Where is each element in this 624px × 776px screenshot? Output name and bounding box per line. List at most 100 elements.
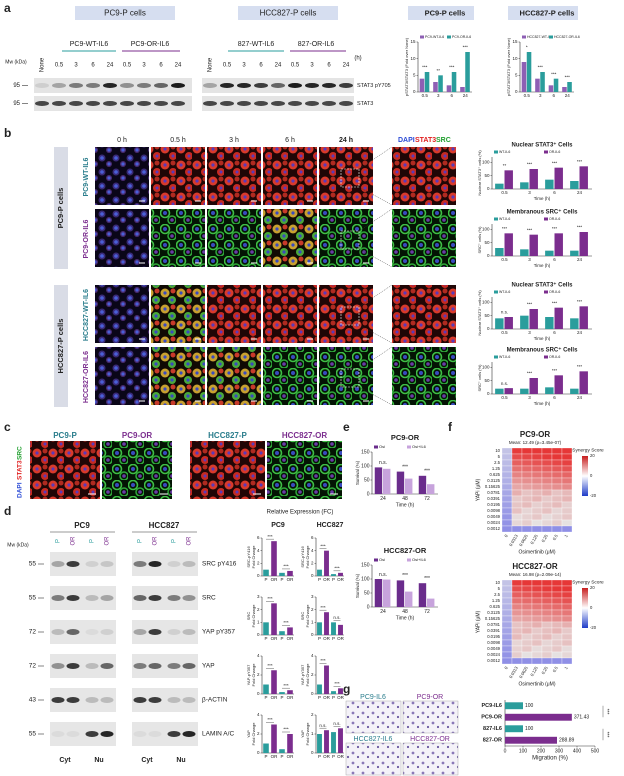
x-tick-label: 24 — [577, 190, 583, 195]
protein-label: LAMIN A/C — [202, 731, 234, 738]
heatmap-cell — [511, 513, 523, 521]
significance: *** — [577, 299, 583, 304]
x-tick-label: 200 — [537, 748, 546, 754]
heatmap-cell — [551, 477, 563, 485]
bar — [374, 467, 383, 494]
blot-band — [305, 101, 319, 106]
legend-label: WT-IL6 — [499, 355, 510, 359]
y-axis-label: Fold Change — [251, 604, 256, 628]
row-label: HCC827-OR-IL6 — [83, 351, 90, 403]
blot-band — [148, 697, 162, 703]
heatmap-cell — [531, 627, 543, 635]
x-tick-label: 0 — [504, 748, 507, 754]
y-tick-label: 0.0049 — [487, 646, 500, 651]
heatmap-cell — [501, 447, 513, 455]
bar — [495, 388, 504, 394]
fraction-label: Nu — [176, 757, 185, 764]
stain-label: STAT3 — [415, 137, 436, 144]
x-tick-label: 0.5 — [422, 93, 429, 98]
lane-label: 6 — [91, 63, 95, 69]
blot-band — [182, 595, 196, 601]
blot-band — [51, 561, 65, 567]
bar — [405, 478, 413, 494]
y-tick-label: 5 — [498, 454, 501, 459]
bar — [567, 82, 572, 92]
x-tick-label: OR — [287, 754, 295, 759]
blot-band — [51, 731, 65, 737]
heatmap-cell — [521, 651, 533, 659]
bar — [374, 579, 383, 607]
blot-band — [167, 629, 181, 635]
blot-band — [100, 629, 114, 635]
group-label: PC9-OR-IL6 — [131, 41, 170, 48]
bar — [287, 690, 293, 694]
bar — [271, 603, 277, 635]
y-axis-label: YAPi (μM) — [475, 478, 481, 501]
x-tick-label: 72 — [424, 609, 430, 615]
mw-label: Mw (kDa) — [7, 542, 29, 548]
bar — [446, 85, 452, 92]
y-tick-label: 0 — [515, 89, 518, 94]
y-axis-label: SRC⁺ cells (%) — [477, 364, 482, 392]
x-tick-label: OR — [287, 577, 295, 582]
fraction-label: Cyt — [59, 757, 71, 764]
x-tick-label: P — [280, 695, 283, 700]
bar — [495, 183, 504, 189]
panel-title: PC9-OR — [417, 694, 443, 701]
blot-band — [288, 83, 302, 88]
y-tick-label: 15 — [410, 39, 416, 44]
migration-image — [345, 742, 402, 776]
marker-label: 95 — [13, 83, 20, 89]
significance: *** — [552, 226, 558, 231]
x-tick-label: P — [318, 695, 321, 700]
x-tick-label: P — [280, 636, 283, 641]
heatmap-cell — [551, 609, 563, 617]
blot-band — [288, 101, 302, 106]
y-tick-label: 2.5 — [494, 592, 500, 597]
heatmap-cell — [501, 633, 513, 641]
unit-label: (h) — [354, 56, 361, 62]
micrograph — [95, 147, 149, 205]
legend-swatch — [494, 217, 498, 221]
heatmap-cell — [541, 579, 553, 587]
y-tick-label: 0.0781 — [487, 490, 500, 495]
heatmap-cell — [531, 477, 543, 485]
micrograph — [151, 347, 205, 405]
y-axis-label: YAP-pY357 — [300, 664, 305, 685]
heatmap-cell — [521, 585, 533, 593]
heatmap-cell — [521, 597, 533, 605]
heatmap-cell — [511, 639, 523, 647]
marker-label: 95 — [13, 101, 20, 107]
heatmap-cell — [541, 639, 553, 647]
blot-band — [148, 561, 162, 567]
lane-label: 6 — [327, 63, 331, 69]
y-tick-label: 0.0024 — [487, 520, 500, 525]
heatmap-cell — [531, 657, 543, 665]
zoom-box — [340, 306, 360, 326]
heatmap-cell — [541, 507, 553, 515]
blot-band — [133, 561, 147, 567]
bar — [535, 78, 540, 92]
colorbar — [582, 588, 588, 628]
x-axis-label: Time (h) — [534, 196, 551, 201]
x-tick-label: 400 — [573, 748, 582, 754]
heatmap-cell — [561, 477, 573, 485]
y-tick-label: 0 — [413, 89, 416, 94]
heatmap-cell — [531, 609, 543, 617]
zoom-connector — [358, 284, 393, 308]
bar — [271, 724, 277, 753]
y-tick-label: 2 — [311, 672, 314, 677]
micrograph — [207, 285, 261, 343]
heatmap-cell — [541, 453, 553, 461]
heatmap-cell — [501, 483, 513, 491]
significance: *** — [552, 160, 558, 165]
heatmap-cell — [551, 579, 563, 587]
heatmap-cell — [501, 513, 513, 521]
micrograph — [30, 441, 100, 499]
heatmap-cell — [511, 603, 523, 611]
x-tick-label: OR — [271, 754, 279, 759]
category-label: 827-OR — [483, 738, 502, 744]
bar — [554, 233, 563, 256]
legend-label: OR-IL6 — [549, 355, 560, 359]
